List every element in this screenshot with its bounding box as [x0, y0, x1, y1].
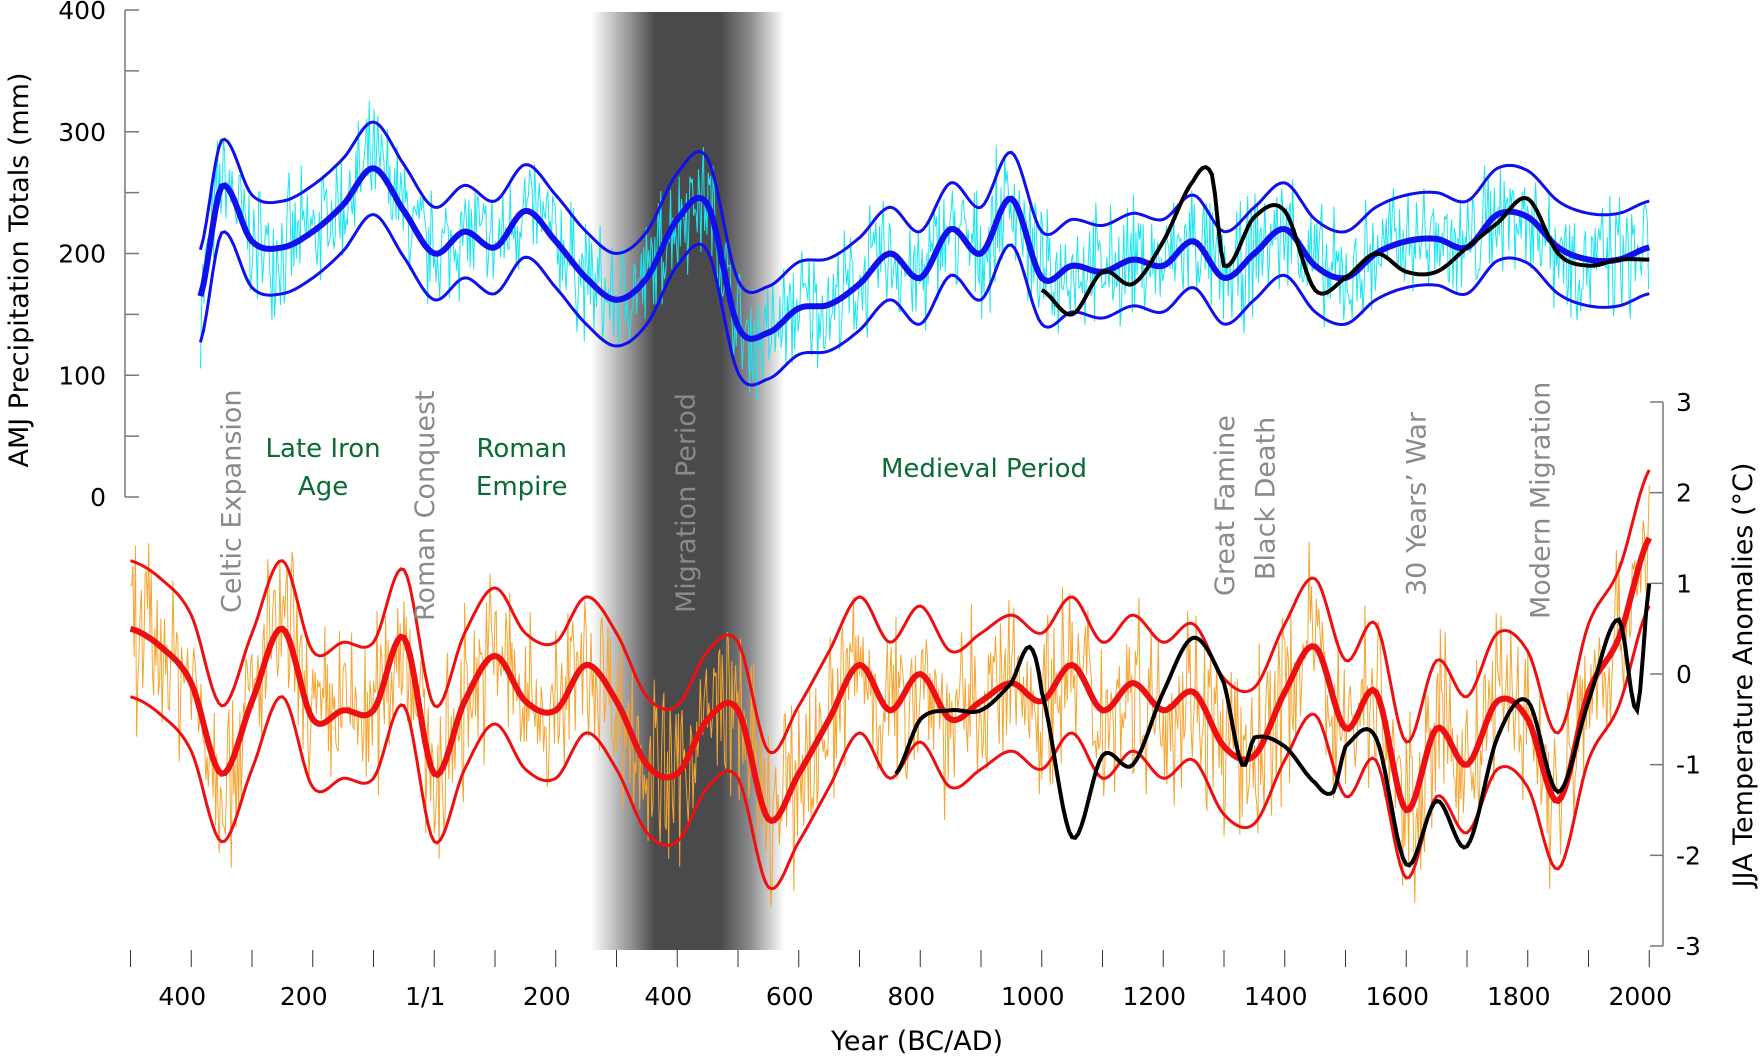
shaded-period-label: Migration Period: [671, 393, 702, 613]
axes: 0 100 200 300 400 -3 -2 -1 0 1 2 3 400 200 1/1 200 400 60…: [58, 0, 1701, 1011]
x-tick-label: 800: [887, 982, 935, 1011]
left-tick-label: 400: [58, 0, 106, 25]
x-tick-label: 2000: [1608, 982, 1672, 1011]
left-tick-label: 100: [58, 361, 106, 390]
right-tick-label: -3: [1676, 932, 1701, 961]
temperature-mean-line: [129, 536, 1652, 825]
era-label: Age: [298, 472, 348, 502]
era-label: Roman: [476, 434, 567, 464]
x-tick-label: 1600: [1365, 982, 1429, 1011]
precipitation-mean-upper-bound: [198, 120, 1650, 294]
left-tick-label: 0: [90, 483, 106, 512]
series-lines: [129, 164, 1652, 868]
event-label: Modern Migration: [1525, 382, 1556, 619]
confidence-bands: [130, 120, 1651, 891]
precipitation-instrumental-line: [1040, 164, 1650, 317]
x-tick-label: 1000: [1001, 982, 1065, 1011]
right-tick-label: 0: [1676, 660, 1692, 689]
x-tick-label: 200: [280, 982, 328, 1011]
precipitation-mean-lower-bound: [198, 212, 1650, 387]
era-label: Empire: [476, 472, 568, 502]
event-label: Great Famine: [1210, 415, 1241, 596]
x-tick-label: 1200: [1122, 982, 1186, 1011]
x-tick-label: 400: [158, 982, 206, 1011]
x-tick-label: 1400: [1244, 982, 1308, 1011]
temperature-instrumental-line: [894, 583, 1652, 868]
x-tick-label: 1800: [1487, 982, 1551, 1011]
event-label: 30 Years’ War: [1401, 411, 1432, 596]
right-tick-label: 1: [1676, 569, 1692, 598]
era-label: Medieval Period: [881, 454, 1087, 484]
era-label: Late Iron: [266, 434, 381, 464]
event-label: Celtic Expansion: [217, 389, 248, 613]
precipitation-mean-line: [197, 165, 1651, 342]
event-label: Roman Conquest: [410, 390, 441, 621]
right-tick-label: 3: [1676, 388, 1692, 417]
left-tick-label: 300: [58, 118, 106, 147]
right-tick-label: -2: [1676, 841, 1701, 870]
left-axis-title: AMJ Precipitation Totals (mm): [4, 72, 35, 467]
x-axis-title: Year (BC/AD): [830, 1026, 1003, 1057]
event-label: Black Death: [1251, 417, 1282, 580]
x-tick-label: 600: [766, 982, 814, 1011]
right-tick-label: 2: [1676, 479, 1692, 508]
right-axis-title: JJA Temperature Anomalies (°C): [1728, 463, 1759, 890]
right-tick-label: -1: [1676, 751, 1701, 780]
left-tick-label: 200: [58, 240, 106, 269]
x-tick-label: 200: [523, 982, 571, 1011]
precipitation-mean-annual-noise: [199, 100, 1650, 401]
x-tick-label: 400: [644, 982, 692, 1011]
x-tick-label: 1/1: [405, 982, 445, 1011]
temperature-mean-lower-bound: [130, 605, 1651, 891]
temperature-mean-upper-bound: [130, 469, 1651, 755]
annotations: Celtic Expansion Roman Conquest Migration …: [217, 382, 1557, 621]
